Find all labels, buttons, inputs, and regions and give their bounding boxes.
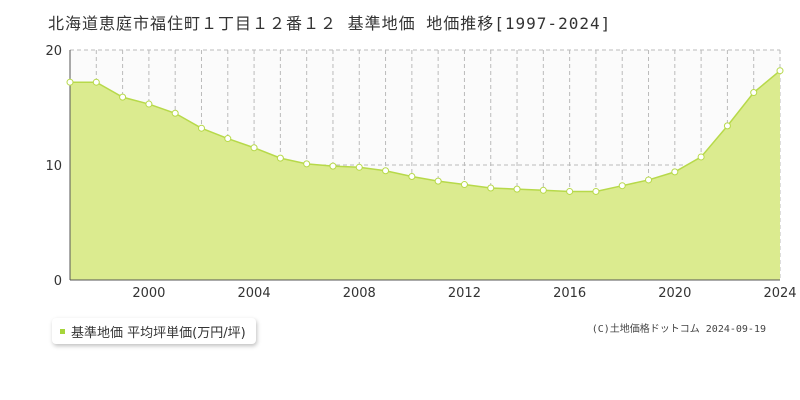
data-point (513, 185, 521, 193)
data-point (197, 124, 205, 132)
data-point (66, 78, 74, 86)
data-point (119, 93, 127, 101)
chart-title: 北海道恵庭市福住町１丁目１２番１２ 基準地価 地価推移[1997-2024] (48, 14, 612, 33)
series-area (70, 70, 780, 280)
data-point (276, 154, 284, 162)
data-point (723, 122, 731, 130)
data-point (460, 181, 468, 189)
x-tick-label: 2008 (343, 286, 376, 301)
x-tick-label: 2012 (448, 286, 481, 301)
data-point (408, 173, 416, 180)
data-point (645, 176, 653, 184)
data-point (145, 100, 153, 108)
x-tick-label: 2004 (238, 286, 271, 301)
legend: 基準地価 平均坪単価(万円/坪) (52, 318, 256, 344)
data-point (750, 89, 758, 97)
data-point (671, 168, 679, 176)
data-point (303, 160, 311, 168)
y-tick-label: 10 (45, 159, 62, 174)
data-point (224, 135, 232, 143)
y-tick-label: 0 (54, 274, 62, 289)
data-point (250, 144, 258, 152)
data-point (776, 67, 784, 75)
data-point (171, 109, 179, 117)
data-point (697, 153, 705, 161)
data-point (434, 177, 442, 185)
series-line (70, 70, 781, 193)
data-point (329, 162, 337, 170)
x-tick-label: 2000 (132, 286, 165, 301)
x-tick-label: 2020 (658, 286, 691, 301)
y-tick-label: 20 (45, 44, 62, 59)
legend-swatch (60, 328, 65, 334)
data-point (618, 182, 626, 190)
x-tick-label: 2016 (553, 286, 586, 301)
data-point (355, 163, 363, 171)
data-point (92, 78, 100, 86)
data-point (487, 184, 495, 192)
data-point (566, 187, 574, 195)
copyright-credit: (C)土地価格ドットコム 2024-09-19 (591, 324, 766, 335)
x-tick-label: 2024 (763, 286, 796, 301)
data-point (592, 187, 600, 195)
data-point (539, 186, 547, 194)
legend-label: 基準地価 平均坪単価(万円/坪) (71, 325, 246, 341)
data-point (382, 167, 390, 175)
